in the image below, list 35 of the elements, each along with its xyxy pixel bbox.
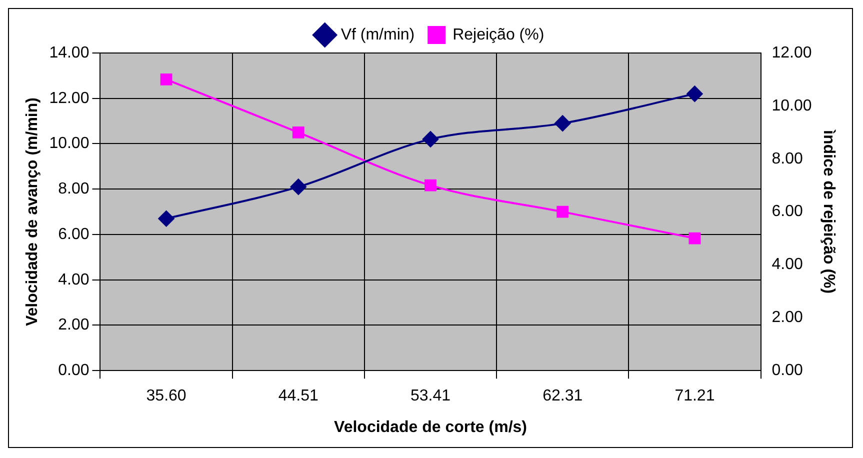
point: [686, 86, 703, 102]
y-tick-label: 4.00: [58, 271, 90, 288]
y-tick-label: 14.00: [49, 44, 90, 62]
x-tick-label: 62.31: [542, 388, 583, 405]
x-tick-label: 53.41: [410, 388, 451, 405]
x-tick-label: 35.60: [146, 388, 186, 405]
y2-tick-label: 6.00: [772, 203, 804, 220]
point: [422, 131, 438, 148]
point: [554, 115, 571, 132]
y2-tick-label: 10.00: [772, 97, 812, 114]
point: [290, 178, 306, 195]
x-tick-label: 44.51: [278, 388, 319, 405]
y-axis-title: Velocidade de avanço (m/min): [24, 98, 42, 326]
point: [160, 74, 172, 86]
y2-tick-label: 0.00: [772, 362, 804, 380]
y2-tick-label: 8.00: [772, 150, 804, 168]
y2-tick-label: 4.00: [772, 256, 804, 274]
y2-tick-label: 12.00: [772, 44, 812, 62]
y-tick-label: 2.00: [58, 316, 90, 334]
y2-axis-title: ìndice de rejeição (%): [820, 128, 837, 294]
y-tick-label: 6.00: [58, 226, 90, 243]
x-tick-label: 71.21: [674, 388, 715, 405]
y-tick-label: 0.00: [58, 362, 90, 380]
y2-tick-label: 2.00: [772, 309, 804, 326]
point: [688, 232, 701, 244]
point: [158, 210, 174, 227]
legend-label: Vf (m/min): [340, 26, 415, 44]
point: [424, 179, 436, 192]
x-axis-title: Velocidade de corte (m/s): [334, 418, 527, 436]
y-tick-label: 8.00: [58, 180, 90, 198]
y-tick-label: 10.00: [49, 135, 90, 152]
legend-label: Rejeição (%): [452, 26, 544, 44]
point: [556, 206, 569, 218]
y-tick-label: 12.00: [49, 90, 90, 107]
point: [292, 126, 304, 138]
